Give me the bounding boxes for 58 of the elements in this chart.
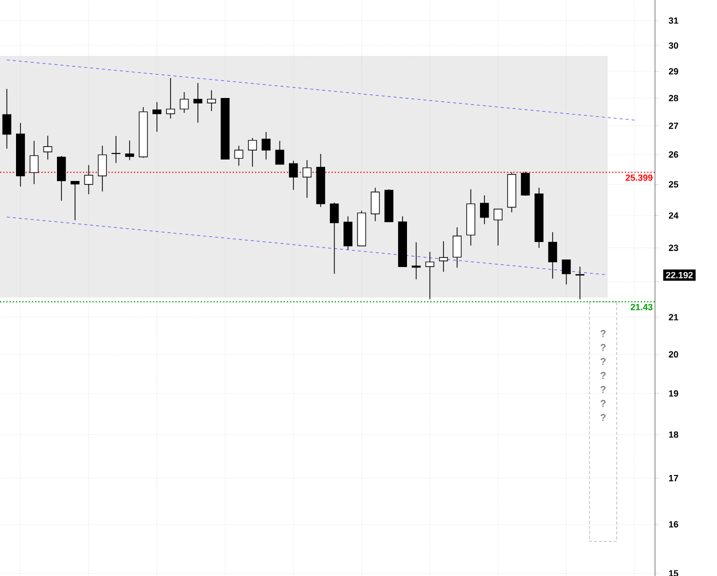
candlestick (494, 208, 503, 246)
annotation: ? (600, 344, 606, 351)
candlestick (56, 156, 66, 202)
candlestick (248, 138, 257, 168)
y-tick-label: 30 (668, 42, 678, 49)
candlestick (344, 216, 352, 250)
y-tick-label: 26 (668, 151, 678, 158)
annotation: ? (600, 330, 606, 337)
candlestick (207, 90, 216, 112)
y-tick-label: 20 (668, 351, 678, 358)
y-tick-label: 17 (669, 475, 678, 482)
candlestick (262, 132, 271, 160)
y-tick-label: 16 (669, 521, 678, 528)
candlestick (43, 135, 52, 160)
candlestick (152, 102, 162, 132)
annotation: ? (600, 400, 606, 407)
y-tick-label: 27 (668, 122, 678, 129)
y-tick-label: 24 (668, 212, 678, 219)
candlestick (112, 136, 120, 164)
candlestick (288, 160, 298, 190)
candlestick (425, 251, 434, 300)
annotation: ? (600, 358, 606, 365)
candlestick (193, 82, 202, 124)
candlestick (562, 259, 571, 285)
ref-line-label: 25.399 (626, 174, 652, 181)
candlestick (520, 171, 530, 196)
candlestick (125, 140, 134, 160)
y-tick-label: 25 (668, 181, 678, 188)
candlestick (548, 232, 558, 280)
ref-line-label: 21.43 (630, 304, 652, 310)
candlestick (576, 266, 584, 300)
candlestick (452, 226, 462, 268)
y-tick-label: 28 (668, 94, 678, 102)
text: 22.192 (666, 272, 693, 278)
annotation: ? (600, 372, 606, 379)
candlestick (330, 202, 339, 274)
y-tick-label: 21 (668, 314, 678, 320)
y-tick-label: 23 (668, 244, 678, 252)
candlestick (2, 88, 12, 150)
y-tick-label: 19 (669, 390, 678, 397)
candlestick (70, 180, 80, 221)
annotation: ? (600, 386, 606, 393)
candlestick (84, 164, 94, 195)
candlestick (302, 160, 312, 198)
candlestick (166, 78, 176, 119)
candlestick (180, 92, 189, 114)
candlestick (234, 145, 244, 166)
candlestick (439, 240, 448, 272)
candlestick (480, 195, 489, 224)
candlestick (370, 187, 380, 222)
y-tick-label: 31 (668, 17, 678, 24)
candlestick (275, 140, 284, 165)
candlestick (30, 140, 39, 184)
annotation: ? (600, 414, 606, 421)
candlestick (412, 242, 421, 280)
candlestick (98, 145, 107, 192)
y-tick-label: 18 (669, 431, 678, 438)
y-tick-label: 29 (668, 68, 678, 75)
